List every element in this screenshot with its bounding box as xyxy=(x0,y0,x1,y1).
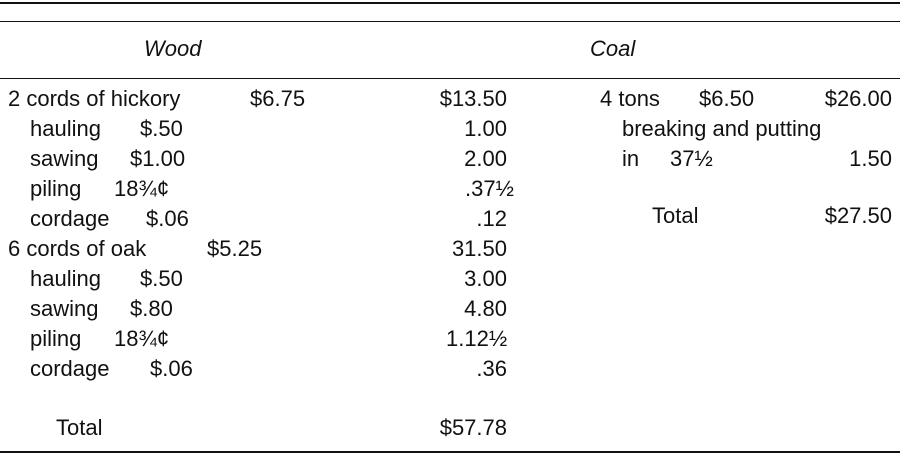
bottom-rule xyxy=(0,451,900,453)
wood-row-4-amount: .37½ xyxy=(465,176,514,201)
coal-total: $27.50 xyxy=(824,203,892,228)
wood-row-7-rate: $.50 xyxy=(140,266,183,291)
wood-row-1-rate: $6.75 xyxy=(250,86,306,111)
wood-row-10-rate: $.06 xyxy=(150,356,193,381)
coal-row-1-rate: $6.50 xyxy=(699,86,755,111)
wood-row-9-rate: 18¾¢ xyxy=(114,326,170,351)
wood-row-5-rate: $.06 xyxy=(146,206,189,231)
wood-row-6-label: 6 cords of oak xyxy=(8,236,147,261)
top-rule xyxy=(0,2,900,4)
wood-row-3-amount: 2.00 xyxy=(464,146,507,171)
coal-row-1-label: 4 tons xyxy=(600,86,660,111)
coal-header: Coal xyxy=(590,36,636,61)
wood-row-7-amount: 3.00 xyxy=(464,266,507,291)
wood-row-1-amount: $13.50 xyxy=(439,86,507,111)
wood-row-9-label: piling xyxy=(30,326,82,351)
wood-total-label: Total xyxy=(56,415,103,440)
wood-row-2-label: hauling xyxy=(30,116,101,141)
wood-row-6-amount: 31.50 xyxy=(451,236,507,261)
coal-row-3-amount: 1.50 xyxy=(849,146,892,171)
wood-row-3-label: sawing xyxy=(30,146,99,171)
wood-row-3-rate: $1.00 xyxy=(130,146,186,171)
wood-row-7-label: hauling xyxy=(30,266,101,291)
wood-row-2-rate: $.50 xyxy=(140,116,183,141)
wood-row-8-amount: 4.80 xyxy=(464,296,507,321)
coal-row-1-amount: $26.00 xyxy=(824,86,892,111)
coal-row-3-rate: 37½ xyxy=(670,146,713,171)
coal-total-label: Total xyxy=(652,203,699,228)
header-bottom-rule xyxy=(0,78,900,79)
coal-row-2-label: breaking and putting xyxy=(622,116,822,141)
coal-row-3-label: in xyxy=(622,146,640,171)
wood-row-5-amount: .12 xyxy=(476,206,507,231)
wood-row-2-amount: 1.00 xyxy=(464,116,507,141)
wood-row-4-label: piling xyxy=(30,176,82,201)
wood-row-10-label: cordage xyxy=(30,356,110,381)
wood-row-6-rate: $5.25 xyxy=(207,236,263,261)
wood-row-8-rate: $.80 xyxy=(130,296,173,321)
wood-row-10-amount: .36 xyxy=(476,356,507,381)
wood-total: $57.78 xyxy=(439,415,507,440)
header-top-rule xyxy=(0,21,900,22)
wood-row-8-label: sawing xyxy=(30,296,99,321)
wood-row-5-label: cordage xyxy=(30,206,110,231)
wood-row-9-amount: 1.12½ xyxy=(446,326,508,351)
wood-header: Wood xyxy=(144,36,202,61)
wood-row-4-rate: 18¾¢ xyxy=(114,176,170,201)
wood-row-1-label: 2 cords of hickory xyxy=(8,86,181,111)
